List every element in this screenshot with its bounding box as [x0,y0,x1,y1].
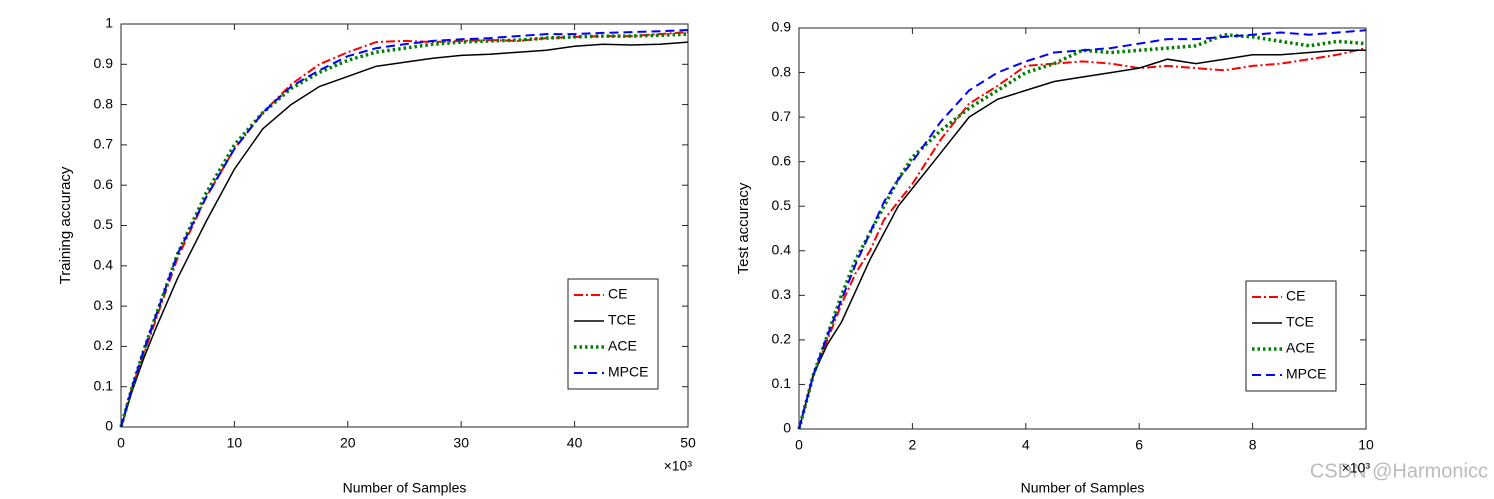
y-tick-label: 0.5 [94,216,114,232]
x-axis-label: Number of Samples [343,480,467,496]
legend-label: ACE [608,338,637,354]
data-line [798,47,1367,430]
x-axis-label: Number of Samples [1021,480,1145,496]
data-line [797,32,1367,430]
y-tick-label: 0 [105,418,113,434]
y-tick-label: 0.7 [772,108,792,124]
y-tick-label: 0.2 [772,331,792,347]
y-axis-label: Training accuracy [57,166,74,284]
x-exponent: ×10³ [664,458,693,474]
y-tick-label: 0.4 [94,257,114,273]
legend-label: CE [1286,288,1305,304]
legend-label: MPCE [1286,366,1326,382]
data-line [798,29,1367,430]
y-tick-label: 0.5 [772,197,792,213]
data-line [798,49,1366,430]
x-tick-label: 2 [909,437,917,453]
legend-box [1245,280,1337,392]
legend-label: TCE [1286,314,1314,330]
legend-label: TCE [608,312,636,328]
x-tick-label: 4 [1022,437,1030,453]
y-tick-label: 0.1 [94,377,114,393]
legend-box [567,278,659,390]
x-tick-label: 0 [117,435,125,451]
y-tick-label: 0.7 [94,136,114,152]
watermark: CSDN @Harmonicc [1310,460,1488,482]
x-tick-label: 6 [1135,437,1143,453]
x-tick-label: 50 [680,435,696,451]
x-tick-label: 0 [795,437,803,453]
x-tick-label: 8 [1249,437,1257,453]
x-tick-label: 40 [567,435,583,451]
y-tick-label: 0.8 [772,63,792,79]
y-tick-label: 0.1 [772,375,792,391]
y-tick-label: 0 [783,420,791,436]
x-tick-label: 10 [227,435,243,451]
data-line [120,41,689,428]
y-tick-label: 0.9 [772,19,792,35]
legend-label: ACE [1286,340,1315,356]
y-tick-label: 0.6 [772,152,792,168]
y-tick-label: 0.3 [772,286,792,302]
y-axis-label: Test accuracy [735,182,752,274]
legend-label: CE [608,286,627,302]
x-tick-label: 30 [453,435,469,451]
y-tick-label: 0.8 [94,95,114,111]
x-exponent: ×10³ [1342,460,1371,476]
x-tick-label: 10 [1358,437,1374,453]
y-tick-label: 0.2 [94,337,114,353]
y-tick-label: 0.6 [94,176,114,192]
data-line [120,29,689,428]
y-tick-label: 0.9 [94,55,114,71]
y-tick-label: 1 [105,15,113,31]
y-tick-label: 0.4 [772,241,792,257]
legend-label: MPCE [608,364,648,380]
y-tick-label: 0.3 [94,297,114,313]
x-tick-label: 20 [340,435,356,451]
